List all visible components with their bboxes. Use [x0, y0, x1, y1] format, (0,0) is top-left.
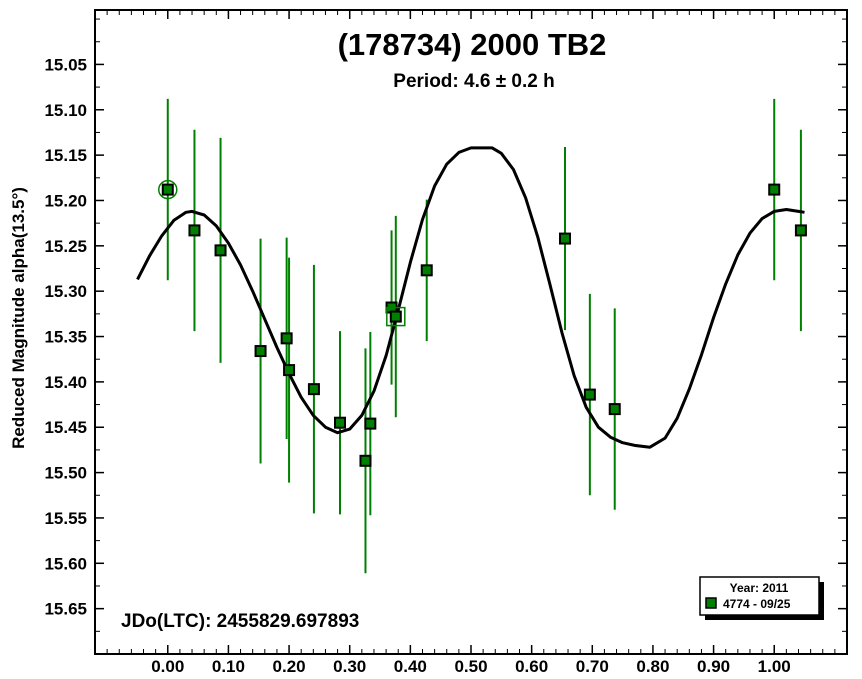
y-tick-label: 15.20: [44, 191, 87, 210]
y-tick-label: 15.60: [44, 554, 87, 573]
jd-annotation: JDo(LTC): 2455829.697893: [121, 611, 359, 632]
data-point: [583, 388, 596, 401]
x-tick-label: 0.30: [333, 657, 366, 676]
chart-subtitle: Period: 4.6 ± 0.2 h: [393, 71, 554, 92]
x-tick-label: 0.10: [212, 657, 245, 676]
y-tick-label: 15.10: [44, 101, 87, 120]
data-point: [768, 183, 781, 196]
data-point: [559, 232, 571, 245]
data-point: [359, 454, 372, 467]
x-tick-label: 0.20: [273, 657, 306, 676]
y-tick-label: 15.30: [44, 282, 87, 301]
x-tick-label: 0.60: [515, 657, 548, 676]
data-point: [420, 264, 433, 277]
x-tick-label: 0.70: [576, 657, 609, 676]
x-tick-label: 0.90: [697, 657, 730, 676]
legend-marker: [705, 597, 717, 609]
y-axis-label: Reduced Magnitude alpha(13.5°): [9, 187, 28, 449]
data-point: [280, 332, 293, 345]
highlight-square: [386, 306, 406, 327]
data-point: [389, 310, 402, 323]
fit-curve: [136, 146, 805, 449]
data-point: [188, 224, 201, 237]
highlight-circle: [158, 179, 178, 200]
data-point: [254, 345, 267, 358]
y-tick-label: 15.05: [44, 55, 87, 74]
data-point: [334, 416, 347, 429]
y-tick-labels: 15.05 15.10 15.15 15.20 15.25 15.30 15.35 15.40…: [44, 55, 87, 618]
y-tick-label: 15.25: [44, 237, 87, 256]
data-point: [214, 244, 227, 257]
chart-title: (178734) 2000 TB2: [338, 27, 607, 62]
plot-frame: [94, 9, 848, 655]
legend-box: [699, 576, 820, 616]
data-point: [364, 417, 377, 430]
y-tick-label: 15.45: [44, 418, 87, 437]
y-tick-label: 15.40: [44, 373, 87, 392]
legend-title: Year: 2011: [730, 581, 789, 595]
y-tick-label: 15.15: [44, 146, 87, 165]
legend-entry-label: 4774 - 09/25: [723, 597, 791, 611]
x-tick-label: 0.50: [454, 657, 487, 676]
y-tick-label: 15.55: [44, 509, 87, 528]
data-point: [283, 364, 296, 377]
x-tick-label: 0.00: [151, 657, 184, 676]
data-point: [608, 403, 621, 416]
x-tick-label: 0.40: [394, 657, 427, 676]
legend: Year: 2011 4774 - 09/25: [699, 576, 824, 620]
y-tick-label: 15.65: [44, 600, 87, 619]
x-tick-labels: 0.00 0.10 0.20 0.30 0.40 0.50 0.60 0.70 0.80 0.90…: [151, 657, 791, 676]
y-tick-label: 15.35: [44, 328, 87, 347]
y-tick-label: 15.50: [44, 464, 87, 483]
x-tick-label: 1.00: [758, 657, 791, 676]
data-points: [158, 179, 807, 467]
data-point: [161, 183, 174, 196]
fit-curve-layer: [136, 146, 805, 449]
data-point: [794, 224, 807, 237]
data-point: [307, 383, 320, 396]
x-tick-label: 0.80: [636, 657, 669, 676]
